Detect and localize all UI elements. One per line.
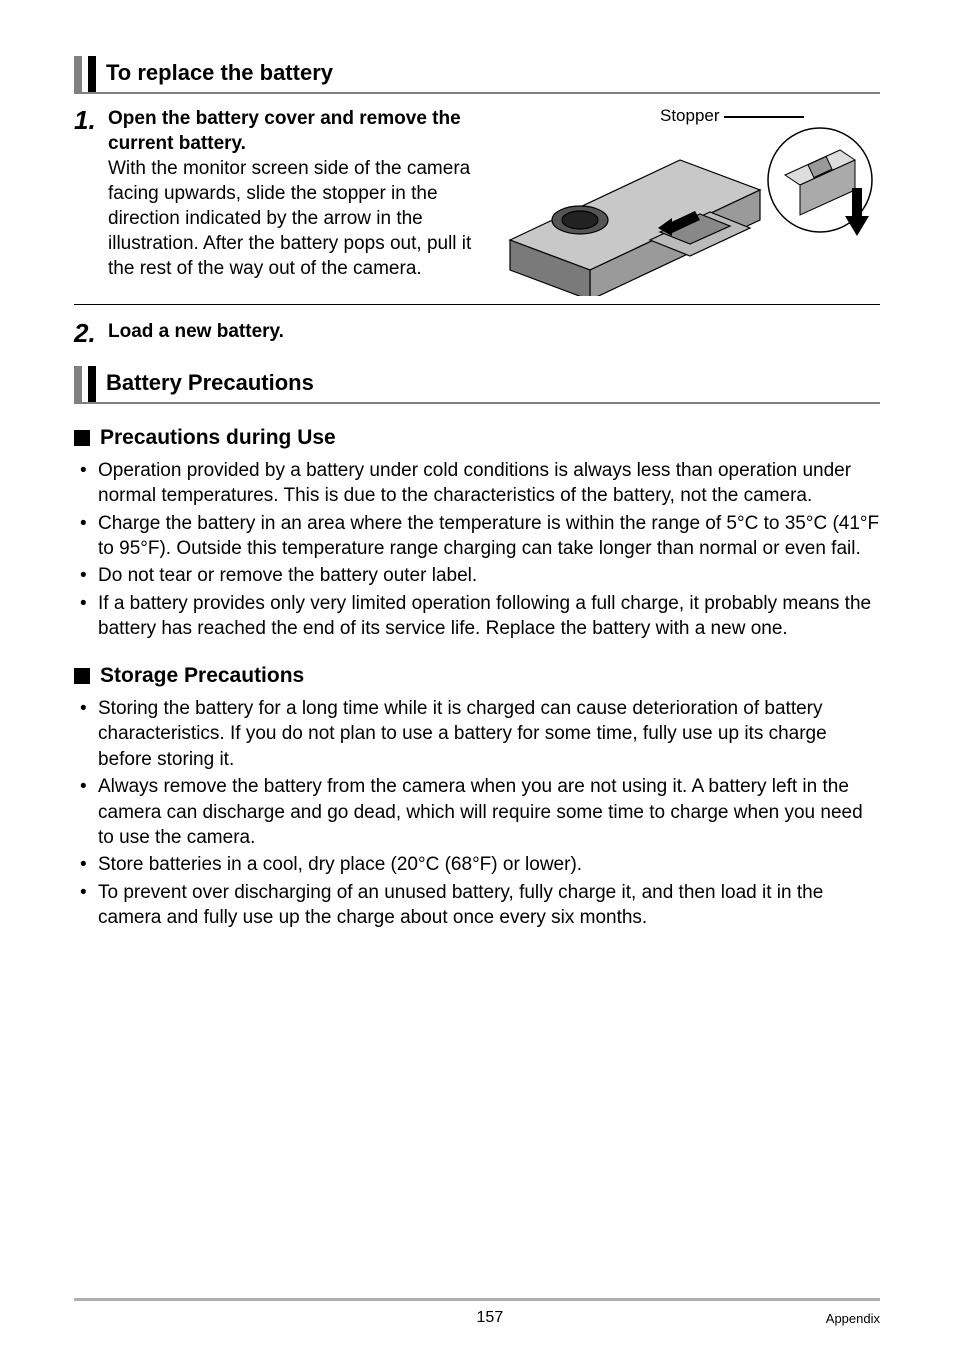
use-list: Operation provided by a battery under co…: [74, 458, 880, 642]
list-item: Charge the battery in an area where the …: [74, 511, 880, 562]
section-title: Battery Precautions: [106, 366, 314, 402]
header-bar-inner: [88, 366, 96, 402]
footer-section-label: Appendix: [826, 1311, 880, 1326]
step-1-row: 1. Open the battery cover and remove the…: [74, 106, 880, 296]
list-item: Operation provided by a battery under co…: [74, 458, 880, 509]
section-header-precautions: Battery Precautions: [74, 366, 880, 404]
page-footer: 157 Appendix: [74, 1298, 880, 1327]
stopper-leader-line: [724, 116, 804, 118]
storage-list: Storing the battery for a long time whil…: [74, 696, 880, 931]
list-item: To prevent over discharging of an unused…: [74, 880, 880, 931]
list-item: Storing the battery for a long time whil…: [74, 696, 880, 772]
step-2: 2. Load a new battery.: [74, 319, 880, 348]
step-number: 2.: [74, 319, 108, 348]
list-item: Store batteries in a cool, dry place (20…: [74, 852, 880, 877]
section-title: To replace the battery: [106, 56, 333, 92]
header-bar-outer: [74, 366, 82, 402]
list-item: Always remove the battery from the camer…: [74, 774, 880, 850]
header-bar-inner: [88, 56, 96, 92]
subheader-title: Storage Precautions: [100, 664, 304, 688]
subheader-title: Precautions during Use: [100, 426, 336, 450]
square-bullet-icon: [74, 430, 90, 446]
list-item: Do not tear or remove the battery outer …: [74, 563, 880, 588]
camera-battery-svg: [500, 120, 880, 296]
list-item: If a battery provides only very limited …: [74, 591, 880, 642]
subheader-use: Precautions during Use: [74, 426, 880, 450]
subheader-storage: Storage Precautions: [74, 664, 880, 688]
step-number: 1.: [74, 106, 108, 135]
section-header-replace: To replace the battery: [74, 56, 880, 94]
step-1: 1. Open the battery cover and remove the…: [74, 106, 482, 282]
square-bullet-icon: [74, 668, 90, 684]
step-1-desc: With the monitor screen side of the came…: [108, 158, 471, 279]
header-bar-outer: [74, 56, 82, 92]
step-1-bold: Open the battery cover and remove the cu…: [108, 108, 461, 154]
page-number: 157: [154, 1309, 826, 1327]
footer-line: [74, 1298, 880, 1301]
step-2-bold: Load a new battery.: [108, 321, 284, 342]
battery-illustration: Stopper: [500, 106, 880, 296]
step-separator: [74, 304, 880, 305]
